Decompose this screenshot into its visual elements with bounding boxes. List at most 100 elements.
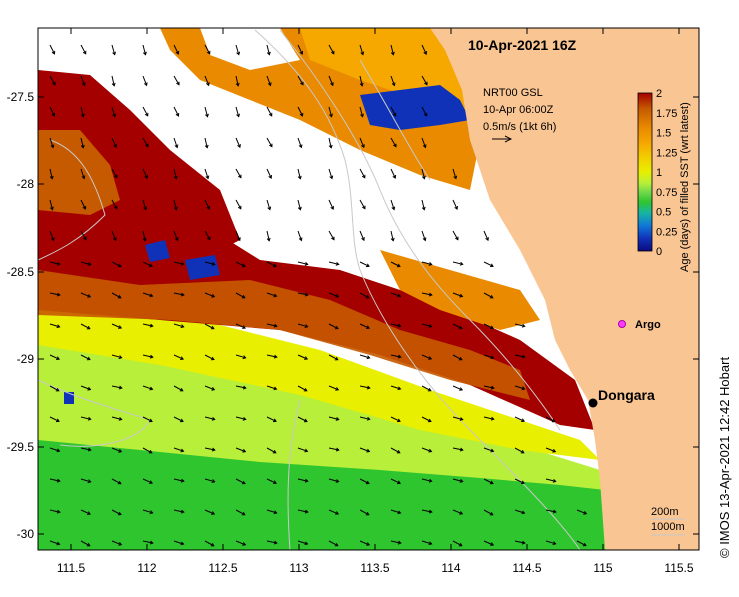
wind-arrow [452,292,463,297]
wind-arrow [390,137,397,147]
wind-arrow [80,323,91,330]
wind-arrow [297,354,308,360]
wind-arrow-head [242,542,247,546]
wind-arrow-head [359,82,364,87]
wind-arrow [328,416,339,420]
wind-arrow-head [210,356,215,361]
wind-arrow [483,416,494,420]
wind-arrow [328,354,339,361]
wind-arrow [49,199,53,210]
x-tick-label: 112 [137,561,156,575]
wind-arrow-head [51,50,56,55]
wind-arrow [173,106,179,117]
wind-arrow-head [273,510,278,515]
wind-arrow-head [211,511,216,515]
wind-arrow [483,323,494,329]
wind-arrow [390,478,401,484]
wind-arrow [359,478,370,484]
wind-arrow-head [520,480,525,485]
wind-arrow [142,168,148,179]
wind-arrow [204,478,215,483]
wind-arrow [390,385,401,390]
wind-arrow-head [423,51,427,55]
wind-arrow-head [335,387,340,391]
colorbar-tick-label: 0 [656,246,662,258]
wind-arrow-head [118,385,123,390]
wind-arrow [390,540,401,544]
wind-arrow [266,540,277,544]
wind-arrow-head [273,354,278,359]
wind-arrow [204,199,210,210]
wind-arrow-head [393,143,397,148]
wind-arrow [80,75,86,86]
wind-arrow-head [422,144,427,149]
wind-arrow [80,137,84,148]
wind-arrow [235,354,246,359]
wind-arrow-head [459,447,464,452]
wind-arrow-head [180,324,185,329]
wind-arrow-head [80,113,85,118]
wind-arrow-head [328,144,333,149]
wind-arrow [173,261,184,265]
wind-arrow [514,540,525,544]
wind-arrow-head [206,50,211,55]
wind-arrow-head [50,237,55,242]
wind-arrow-head [180,261,185,266]
wind-arrow-head [458,356,463,361]
wind-arrow-head [113,205,118,210]
yellow-zone [38,300,600,460]
wind-arrow [421,354,432,360]
wind-arrow [297,106,303,117]
wind-arrow-head [490,263,494,268]
x-tick-label: 114 [441,561,460,575]
wind-arrow-head [82,50,87,55]
y-tick-label: -29 [17,352,35,366]
wind-arrow-head [490,416,495,421]
wind-arrow [80,292,91,298]
wind-arrow [328,323,339,330]
wind-arrow [266,478,277,484]
wind-arrow [266,44,270,55]
wind-arrow-head [299,112,304,117]
wind-arrow-head [118,325,123,329]
wind-arrow-head [180,292,185,297]
wind-arrow-head [82,205,87,210]
wind-arrow [328,509,339,515]
wind-arrow-head [360,113,364,118]
wind-arrow-head [453,175,458,180]
wind-arrow [297,261,308,265]
wind-arrow [204,168,209,179]
wind-arrow [390,354,401,358]
wind-arrow-head [366,325,370,329]
wind-arrow [297,540,308,545]
argo-marker[interactable] [618,320,626,328]
wind-arrow-head [86,356,91,361]
wind-arrow-head [552,448,557,453]
wind-arrow-head [242,325,246,329]
wind-arrow [545,416,556,423]
wind-arrow-head [273,386,278,391]
wind-arrow-head [142,51,147,56]
wind-arrow-head [111,82,116,87]
credit-text: © IMOS 13-Apr-2021 12:42 Hobart [717,357,732,558]
wind-arrow [359,261,370,267]
wind-arrow-head [582,542,587,547]
wind-arrow [111,447,122,453]
wind-arrow [111,478,122,485]
wind-arrow [204,230,211,240]
wind-arrow [452,540,463,547]
wind-arrow-head [304,324,309,328]
wind-arrow [359,106,364,117]
dongara-marker[interactable] [588,398,598,408]
wind-arrow-head [304,509,309,514]
wind-label-line2: 10-Apr 06:00Z [483,104,554,116]
wind-arrow [142,75,148,86]
wind-arrow [142,447,153,454]
wind-arrow [421,168,425,179]
wind-arrow-head [267,82,272,87]
wind-arrow-head [428,356,433,360]
wind-arrow-head [148,418,153,423]
wind-arrow [452,478,463,482]
wind-arrow-head [173,175,178,180]
wind-arrow [173,292,184,296]
